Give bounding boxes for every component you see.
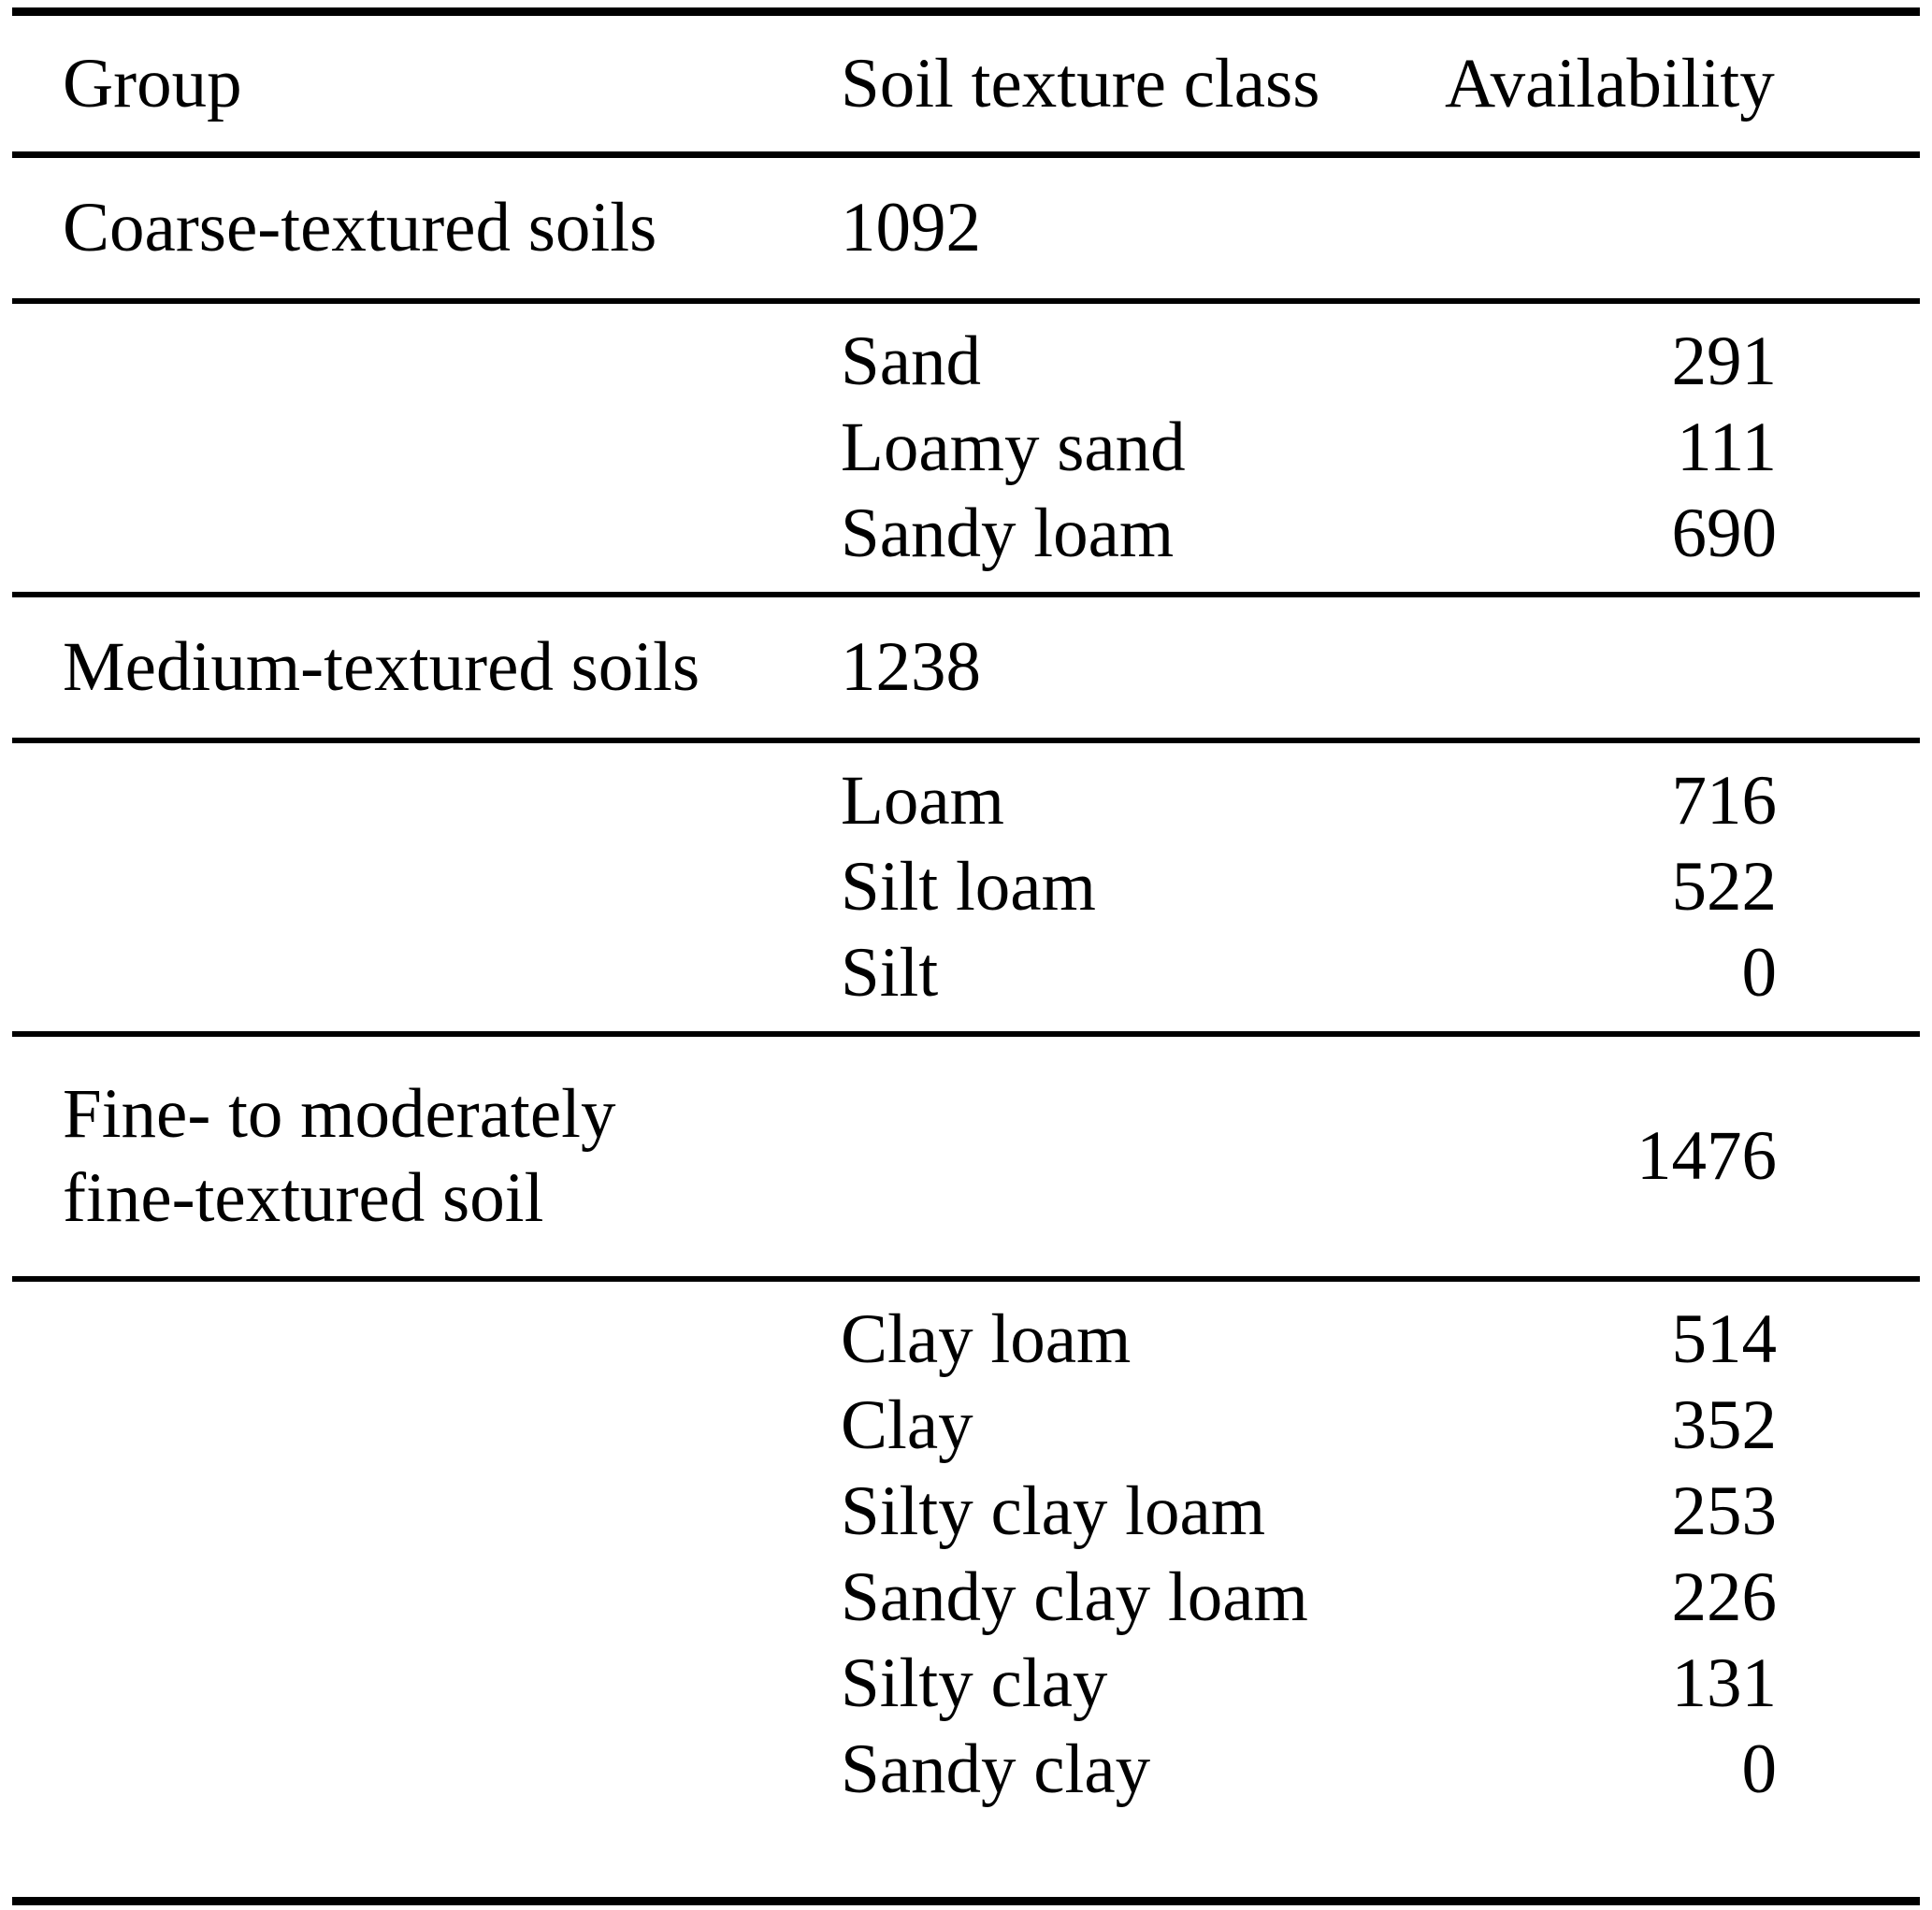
group-name: Coarse-textured soils bbox=[63, 189, 657, 266]
group-rows-coarse: Sand 291 Loamy sand 111 Sandy loam 690 bbox=[0, 304, 1932, 592]
table-row: Silty clay loam 253 bbox=[0, 1469, 1932, 1555]
availability-cell: 514 bbox=[1671, 1300, 1778, 1378]
header-row: Group Soil texture class Availability bbox=[0, 16, 1932, 151]
texture-class-cell: Sandy clay loam bbox=[841, 1558, 1308, 1636]
group-row-fine: Fine- to moderately fine-textured soil 1… bbox=[0, 1037, 1932, 1276]
table-row: Sandy clay loam 226 bbox=[0, 1555, 1932, 1641]
availability-cell: 0 bbox=[1741, 1730, 1778, 1808]
table-row: Silt 0 bbox=[0, 930, 1932, 1016]
availability-cell: 111 bbox=[1677, 409, 1777, 486]
rule-section bbox=[12, 738, 1920, 743]
rule-bottom bbox=[12, 1897, 1920, 1905]
rule-below-header bbox=[12, 151, 1920, 158]
availability-cell: 253 bbox=[1671, 1472, 1778, 1550]
table-row: Silt loam 522 bbox=[0, 844, 1932, 930]
table-row: Loam 716 bbox=[0, 758, 1932, 844]
rule-section bbox=[12, 1276, 1920, 1282]
availability-cell: 131 bbox=[1671, 1644, 1778, 1722]
table-row: Sandy clay 0 bbox=[0, 1727, 1932, 1813]
group-name: Fine- to moderately fine-textured soil bbox=[63, 1072, 841, 1241]
texture-class-cell: Clay bbox=[841, 1386, 973, 1464]
rule-section bbox=[12, 298, 1920, 304]
texture-class-cell: Loam bbox=[841, 762, 1004, 840]
group-total: 1476 bbox=[1636, 1117, 1777, 1195]
group-name-line-1: Fine- to moderately bbox=[63, 1075, 616, 1153]
texture-class-cell: Sandy loam bbox=[841, 495, 1175, 572]
texture-class-cell: Silty clay loam bbox=[841, 1472, 1266, 1550]
group-total: 1238 bbox=[841, 628, 981, 706]
table-row: Clay loam 514 bbox=[0, 1297, 1932, 1383]
table-row: Loamy sand 111 bbox=[0, 405, 1932, 491]
group-rows-fine: Clay loam 514 Clay 352 Silty clay loam 2… bbox=[0, 1282, 1932, 1897]
texture-class-cell: Loamy sand bbox=[841, 409, 1186, 486]
rule-section bbox=[12, 1031, 1920, 1037]
col-header-group: Group bbox=[63, 44, 242, 122]
col-header-availability: Availability bbox=[1445, 44, 1775, 122]
availability-cell: 0 bbox=[1741, 934, 1778, 1012]
availability-cell: 226 bbox=[1671, 1558, 1778, 1636]
group-name-line-2: fine-textured soil bbox=[63, 1159, 544, 1237]
texture-class-cell: Silty clay bbox=[841, 1644, 1108, 1722]
availability-cell: 522 bbox=[1671, 848, 1778, 926]
texture-class-cell: Sand bbox=[841, 323, 981, 400]
rule-section bbox=[12, 592, 1920, 597]
texture-class-cell: Sandy clay bbox=[841, 1730, 1151, 1808]
availability-cell: 352 bbox=[1671, 1386, 1778, 1464]
texture-class-cell: Clay loam bbox=[841, 1300, 1132, 1378]
group-total: 1092 bbox=[841, 189, 981, 266]
table-row: Sandy loam 690 bbox=[0, 491, 1932, 577]
group-row-medium: Medium-textured soils 1238 bbox=[0, 597, 1932, 738]
table-row: Clay 352 bbox=[0, 1383, 1932, 1469]
availability-cell: 690 bbox=[1671, 495, 1778, 572]
texture-class-cell: Silt loam bbox=[841, 848, 1096, 926]
table-row: Silty clay 131 bbox=[0, 1641, 1932, 1727]
rule-top bbox=[12, 7, 1920, 16]
texture-class-cell: Silt bbox=[841, 934, 939, 1012]
col-header-soil-texture-class: Soil texture class bbox=[841, 44, 1320, 122]
group-row-coarse: Coarse-textured soils 1092 bbox=[0, 158, 1932, 298]
group-name: Medium-textured soils bbox=[63, 628, 700, 706]
availability-cell: 291 bbox=[1671, 323, 1778, 400]
availability-cell: 716 bbox=[1671, 762, 1778, 840]
table-row: Sand 291 bbox=[0, 319, 1932, 405]
group-rows-medium: Loam 716 Silt loam 522 Silt 0 bbox=[0, 743, 1932, 1031]
